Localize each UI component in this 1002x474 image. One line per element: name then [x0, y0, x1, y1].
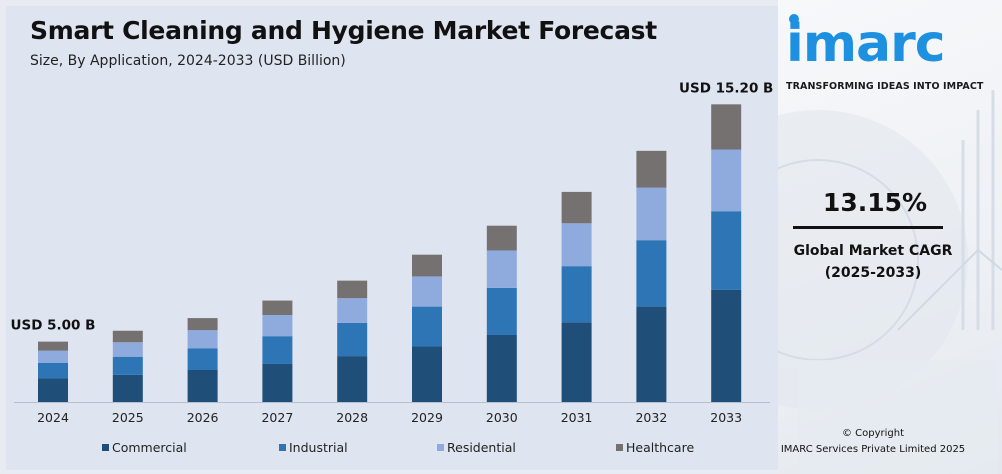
x-tick-label-2031: 2031 [561, 410, 593, 425]
bar-stack-2029 [412, 254, 442, 402]
chart-title: Smart Cleaning and Hygiene Market Foreca… [30, 16, 657, 45]
bar-residential-2032 [636, 187, 667, 241]
decorative-background-graphic [778, 90, 1002, 474]
bar-commercial-2028 [337, 356, 368, 402]
bar-healthcare-2025 [112, 330, 143, 343]
bar-residential-2025 [112, 342, 143, 357]
copyright-line1: © Copyright [841, 428, 905, 439]
bar-stack-2026 [187, 318, 218, 402]
x-tick-label-2030: 2030 [486, 410, 518, 425]
brand-tagline: TRANSFORMING IDEAS INTO IMPACT [786, 81, 984, 92]
cagr-label-line1: Global Market CAGR [793, 243, 953, 259]
bar-healthcare-2028 [337, 280, 368, 299]
stacked-bar-chart: 2024 2025 2026 2027 2028 2029 2030 2031 2032 2033… [11, 80, 774, 455]
bar-industrial-2025 [112, 356, 143, 375]
legend-swatch-commercial [102, 444, 109, 451]
bar-commercial-2031 [561, 322, 592, 402]
legend-label-residential: Residential [447, 440, 516, 455]
bar-industrial-2024 [38, 362, 68, 379]
legend-item-residential: Residential [437, 440, 516, 455]
legend-item-healthcare: Healthcare [616, 440, 694, 455]
copyright-line2: IMARC Services Private Limited 2025 [780, 444, 966, 455]
bar-healthcare-2031 [561, 191, 592, 224]
bar-commercial-2032 [636, 306, 667, 402]
bar-industrial-2026 [187, 348, 218, 370]
x-tick-label-2024: 2024 [37, 410, 69, 425]
legend-label-healthcare: Healthcare [626, 440, 694, 455]
chart-subtitle: Size, By Application, 2024-2033 (USD Bil… [30, 53, 346, 69]
bar-healthcare-2026 [187, 318, 218, 331]
legend-swatch-industrial [279, 444, 286, 451]
side-panel [778, 0, 1002, 474]
bar-residential-2026 [187, 330, 218, 349]
bar-commercial-2024 [38, 378, 68, 402]
bar-residential-2033 [711, 149, 742, 212]
bar-industrial-2030 [486, 287, 517, 335]
bar-stack-2033 [711, 104, 742, 402]
x-tick-label-2029: 2029 [411, 410, 443, 425]
bar-industrial-2033 [711, 211, 742, 290]
x-tick-label-2032: 2032 [635, 410, 667, 425]
bar-commercial-2033 [711, 289, 742, 402]
legend-item-commercial: Commercial [102, 440, 187, 455]
bar-stack-2027 [262, 300, 293, 402]
legend-item-industrial: Industrial [279, 440, 348, 455]
cagr-label: Global Market CAGR (2025-2033) [780, 240, 966, 284]
legend-label-commercial: Commercial [112, 440, 187, 455]
bar-commercial-2025 [112, 374, 143, 402]
cagr-divider [793, 226, 943, 229]
bar-healthcare-2032 [636, 150, 667, 188]
legend-swatch-residential [437, 444, 444, 451]
bar-commercial-2026 [187, 370, 218, 402]
bar-residential-2028 [337, 298, 368, 323]
cagr-label-line2: (2025-2033) [824, 265, 922, 281]
x-tick-label-2028: 2028 [336, 410, 368, 425]
bar-industrial-2032 [636, 240, 667, 307]
bar-industrial-2027 [262, 336, 293, 364]
logo-dot [789, 14, 799, 24]
bar-industrial-2029 [412, 306, 442, 347]
bar-healthcare-2027 [262, 300, 293, 316]
bar-residential-2030 [486, 250, 517, 288]
bar-stack-2025 [112, 330, 143, 402]
bar-industrial-2031 [561, 266, 592, 323]
bar-healthcare-2030 [486, 225, 517, 251]
x-tick-label-2027: 2027 [261, 410, 293, 425]
bar-stack-2030 [486, 225, 517, 402]
bar-residential-2024 [38, 350, 68, 363]
bar-commercial-2030 [486, 334, 517, 402]
total-label-2033: USD 15.20 B [679, 80, 773, 96]
bar-stack-2028 [337, 280, 368, 402]
bar-healthcare-2029 [412, 254, 442, 277]
bar-stack-2031 [561, 191, 592, 402]
bar-stack-2024 [38, 341, 68, 402]
bar-stack-2032 [636, 150, 667, 402]
x-tick-label-2026: 2026 [187, 410, 219, 425]
copyright-notice: © Copyright IMARC Services Private Limit… [780, 426, 966, 458]
bar-healthcare-2033 [711, 104, 742, 150]
bar-residential-2031 [561, 223, 592, 267]
bar-residential-2027 [262, 315, 293, 337]
bar-residential-2029 [412, 276, 442, 307]
x-tick-label-2033: 2033 [710, 410, 742, 425]
bar-healthcare-2024 [38, 341, 68, 351]
legend-label-industrial: Industrial [289, 440, 348, 455]
imarc-logo: imarc [786, 14, 946, 74]
x-tick-label-2025: 2025 [112, 410, 144, 425]
cagr-value: 13.15% [822, 188, 928, 217]
bar-industrial-2028 [337, 322, 368, 357]
legend-swatch-healthcare [616, 444, 623, 451]
bar-commercial-2029 [412, 346, 442, 402]
bar-commercial-2027 [262, 363, 293, 402]
total-label-2024: USD 5.00 B [11, 318, 96, 334]
